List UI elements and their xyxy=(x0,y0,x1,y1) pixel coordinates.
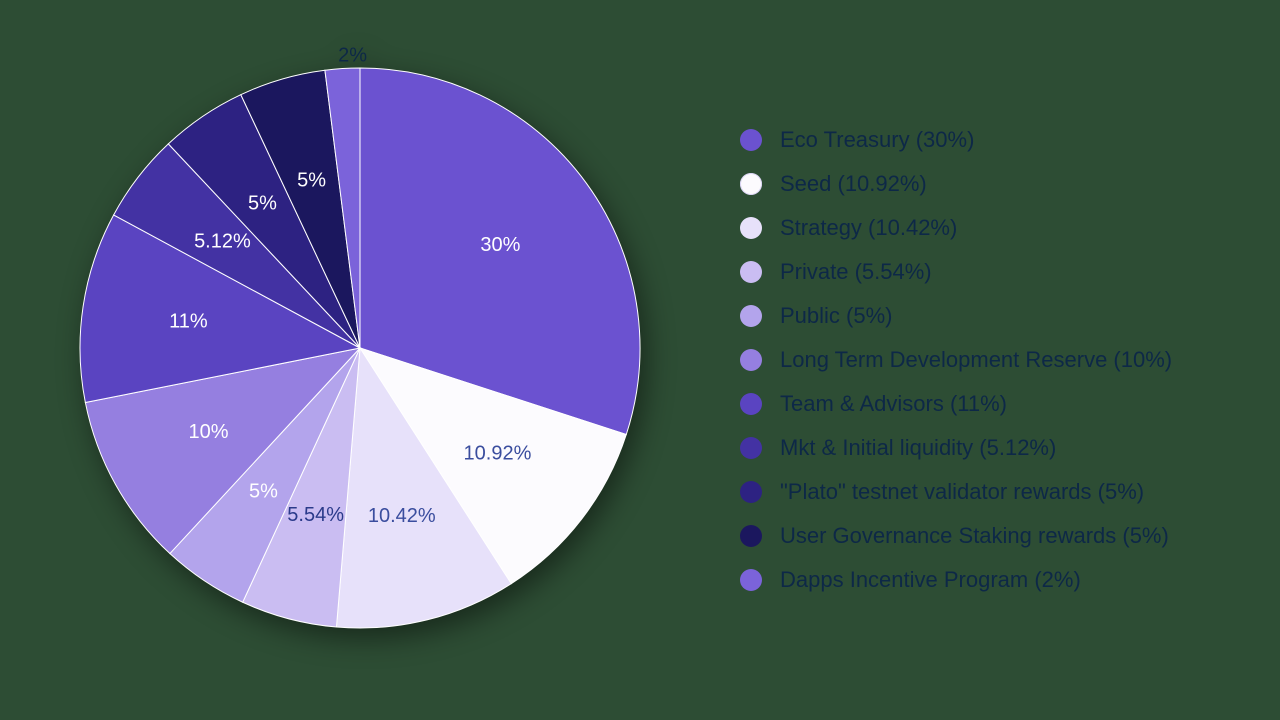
legend-item: Seed (10.92%) xyxy=(740,171,1172,197)
pie-slice-label: 5% xyxy=(248,192,277,214)
legend-label: Dapps Incentive Program (2%) xyxy=(780,567,1081,593)
legend-item: Team & Advisors (11%) xyxy=(740,391,1172,417)
legend: Eco Treasury (30%) Seed (10.92%) Strategy … xyxy=(740,127,1172,593)
pie-slice-label: 5.54% xyxy=(287,504,344,526)
pie-slice-label: 10% xyxy=(188,421,228,443)
legend-swatch xyxy=(740,525,762,547)
legend-swatch xyxy=(740,437,762,459)
legend-label: Eco Treasury (30%) xyxy=(780,127,974,153)
legend-label: "Plato" testnet validator rewards (5%) xyxy=(780,479,1144,505)
legend-label: Mkt & Initial liquidity (5.12%) xyxy=(780,435,1056,461)
legend-item: Mkt & Initial liquidity (5.12%) xyxy=(740,435,1172,461)
legend-item: Strategy (10.42%) xyxy=(740,215,1172,241)
legend-label: Long Term Development Reserve (10%) xyxy=(780,347,1172,373)
legend-swatch xyxy=(740,129,762,151)
legend-swatch xyxy=(740,261,762,283)
legend-swatch xyxy=(740,305,762,327)
legend-swatch xyxy=(740,349,762,371)
legend-item: Eco Treasury (30%) xyxy=(740,127,1172,153)
pie-svg: 30% 10.92% 10.42% 5.54% 5% 10% 11% 5.12% 5% 5% 2% xyxy=(60,38,680,678)
pie-slice-label: 10.42% xyxy=(368,504,436,526)
legend-label: Public (5%) xyxy=(780,303,892,329)
legend-label: User Governance Staking rewards (5%) xyxy=(780,523,1169,549)
legend-item: User Governance Staking rewards (5%) xyxy=(740,523,1172,549)
legend-swatch xyxy=(740,569,762,591)
pie-slice-label: 5.12% xyxy=(194,230,251,252)
legend-label: Strategy (10.42%) xyxy=(780,215,957,241)
legend-label: Seed (10.92%) xyxy=(780,171,927,197)
pie-slice-label: 10.92% xyxy=(464,442,532,464)
chart-container: 30%10.92%10.42%5.54%5%10%11%5.12%5%5%2% … xyxy=(0,38,1280,683)
legend-item: Long Term Development Reserve (10%) xyxy=(740,347,1172,373)
legend-item: "Plato" testnet validator rewards (5%) xyxy=(740,479,1172,505)
pie-slice-label: 2% xyxy=(338,44,367,66)
legend-swatch xyxy=(740,173,762,195)
legend-swatch xyxy=(740,217,762,239)
pie-slice-label: 11% xyxy=(169,310,208,332)
pie-chart: 30% 10.92% 10.42% 5.54% 5% 10% 11% 5.12% 5% 5% 2% xyxy=(60,38,680,683)
legend-label: Private (5.54%) xyxy=(780,259,932,285)
legend-swatch xyxy=(740,481,762,503)
legend-swatch xyxy=(740,393,762,415)
legend-item: Private (5.54%) xyxy=(740,259,1172,285)
pie-slice-label: 30% xyxy=(480,234,520,256)
pie-slice-label: 5% xyxy=(249,480,278,502)
legend-item: Public (5%) xyxy=(740,303,1172,329)
pie-slice-label: 5% xyxy=(297,169,326,191)
legend-label: Team & Advisors (11%) xyxy=(780,391,1007,417)
legend-item: Dapps Incentive Program (2%) xyxy=(740,567,1172,593)
